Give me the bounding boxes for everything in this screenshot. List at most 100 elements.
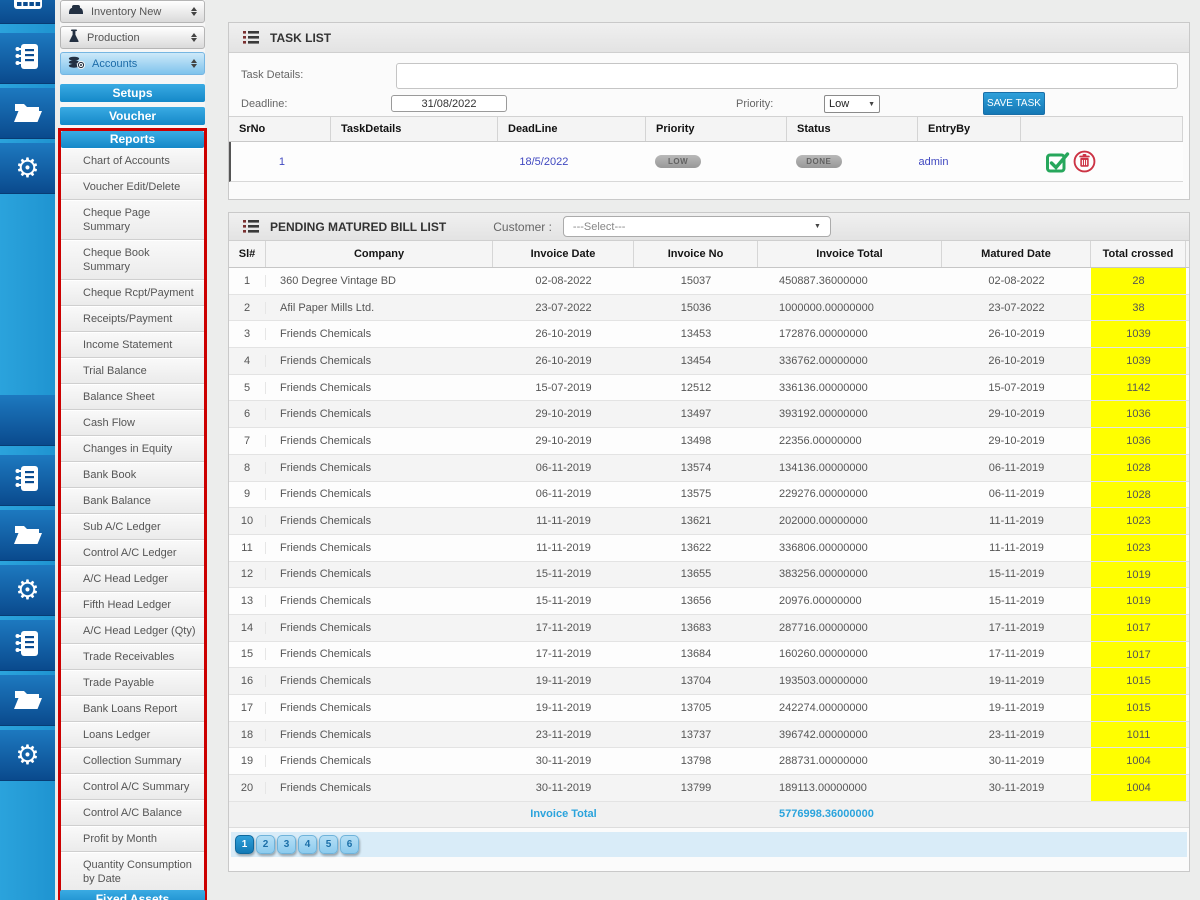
report-item-bank-book[interactable]: Bank Book [61, 462, 204, 488]
rail-tile[interactable]: ⚙ [0, 143, 55, 194]
report-item-cash-flow[interactable]: Cash Flow [61, 410, 204, 436]
report-item-a-c-head-ledger[interactable]: A/C Head Ledger [61, 566, 204, 592]
bill-col-header: Invoice Date [493, 241, 634, 267]
invoice-total-label: Invoice Total [493, 808, 634, 820]
sidebar-section-reports[interactable]: Reports [61, 131, 204, 148]
report-item-sub-a-c-ledger[interactable]: Sub A/C Ledger [61, 514, 204, 540]
bill-cell-sl: 4 [229, 355, 266, 367]
task-details-input[interactable] [396, 63, 1178, 89]
bill-row: 2Afil Paper Mills Ltd.23-07-202215036100… [229, 295, 1189, 322]
report-item-chart-of-accounts[interactable]: Chart of Accounts [61, 148, 204, 174]
bill-cell-sl: 15 [229, 648, 266, 660]
task-delete-icon[interactable] [1073, 150, 1096, 173]
production-icon [68, 29, 80, 46]
bill-cell-invoice-total: 172876.00000000 [758, 328, 942, 340]
bill-cell-matured-date: 26-10-2019 [942, 328, 1091, 340]
module-label: Production [87, 32, 140, 44]
sidebar-module-accounts[interactable]: Accounts [60, 52, 205, 75]
report-item-collection-summary[interactable]: Collection Summary [61, 748, 204, 774]
report-item-control-a-c-balance[interactable]: Control A/C Balance [61, 800, 204, 826]
bill-table-footer: Invoice Total 5776998.36000000 [229, 802, 1189, 828]
bill-cell-invoice-date: 23-07-2022 [493, 302, 634, 314]
report-item-control-a-c-summary[interactable]: Control A/C Summary [61, 774, 204, 800]
bill-cell-matured-date: 15-11-2019 [942, 568, 1091, 580]
task-col-header: SrNo [229, 117, 331, 141]
bill-cell-invoice-date: 17-11-2019 [493, 648, 634, 660]
page-button-1[interactable]: 1 [235, 835, 254, 854]
bill-cell-company: Friends Chemicals [266, 622, 493, 634]
report-item-trade-payable[interactable]: Trade Payable [61, 670, 204, 696]
bill-cell-invoice-total: 189113.00000000 [758, 782, 942, 794]
bill-cell-matured-date: 23-07-2022 [942, 302, 1091, 314]
priority-select[interactable]: Low ▼ [824, 95, 880, 113]
rail-tile[interactable] [0, 675, 55, 726]
page-button-2[interactable]: 2 [256, 835, 275, 854]
page-button-6[interactable]: 6 [340, 835, 359, 854]
entry-by-link[interactable]: admin [919, 156, 949, 168]
report-item-cheque-book-summary[interactable]: Cheque Book Summary [61, 240, 204, 280]
bill-cell-matured-date: 23-11-2019 [942, 729, 1091, 741]
sidebar-section-setups[interactable]: Setups [60, 84, 205, 102]
report-item-voucher-edit-delete[interactable]: Voucher Edit/Delete [61, 174, 204, 200]
report-item-cheque-page-summary[interactable]: Cheque Page Summary [61, 200, 204, 240]
notebook-icon [14, 42, 42, 75]
report-item-a-c-head-ledger-qty-[interactable]: A/C Head Ledger (Qty) [61, 618, 204, 644]
sidebar-section-voucher[interactable]: Voucher [60, 107, 205, 125]
report-item-control-a-c-ledger[interactable]: Control A/C Ledger [61, 540, 204, 566]
bill-cell-crossed-days: 1142 [1091, 375, 1186, 401]
bill-cell-invoice-no: 13704 [634, 675, 758, 687]
rail-tile[interactable] [0, 455, 55, 506]
deadline-input[interactable] [391, 95, 507, 112]
bill-cell-invoice-date: 30-11-2019 [493, 782, 634, 794]
rail-tile[interactable]: ⚙ [0, 730, 55, 781]
page-button-4[interactable]: 4 [298, 835, 317, 854]
report-item-loans-ledger[interactable]: Loans Ledger [61, 722, 204, 748]
task-panel-title: TASK LIST [270, 31, 331, 45]
report-item-bank-loans-report[interactable]: Bank Loans Report [61, 696, 204, 722]
module-label: Accounts [92, 58, 137, 70]
bill-cell-sl: 1 [229, 275, 266, 287]
rail-tile[interactable] [0, 33, 55, 84]
folder-icon [13, 687, 43, 714]
sidebar-module-production[interactable]: Production [60, 26, 205, 49]
bill-row: 7Friends Chemicals29-10-20191349822356.0… [229, 428, 1189, 455]
report-item-cheque-rcpt-payment[interactable]: Cheque Rcpt/Payment [61, 280, 204, 306]
report-item-bank-balance[interactable]: Bank Balance [61, 488, 204, 514]
bill-cell-invoice-total: 450887.36000000 [758, 275, 942, 287]
sidebar-module-inventory-new[interactable]: Inventory New [60, 0, 205, 23]
sidebar-section-fixed-assets[interactable]: Fixed Assets [60, 890, 205, 900]
report-item-trial-balance[interactable]: Trial Balance [61, 358, 204, 384]
report-item-balance-sheet[interactable]: Balance Sheet [61, 384, 204, 410]
reports-highlight-box: Reports Chart of AccountsVoucher Edit/De… [58, 128, 207, 900]
report-item-changes-in-equity[interactable]: Changes in Equity [61, 436, 204, 462]
report-item-profit-by-month[interactable]: Profit by Month [61, 826, 204, 852]
save-task-button[interactable]: SAVE TASK [983, 92, 1045, 115]
collapse-arrows-icon [191, 33, 197, 42]
task-done-icon[interactable] [1046, 150, 1070, 173]
report-item-fifth-head-ledger[interactable]: Fifth Head Ledger [61, 592, 204, 618]
rail-tile[interactable] [0, 620, 55, 671]
rail-tile[interactable] [0, 395, 55, 446]
bill-cell-company: Friends Chemicals [266, 595, 493, 607]
rail-tile[interactable]: ⚙ [0, 565, 55, 616]
task-details-label: Task Details: [241, 69, 303, 81]
collapse-arrows-icon [191, 59, 197, 68]
bill-cell-invoice-total: 287716.00000000 [758, 622, 942, 634]
report-item-receipts-payment[interactable]: Receipts/Payment [61, 306, 204, 332]
page-button-3[interactable]: 3 [277, 835, 296, 854]
rail-tile[interactable] [0, 0, 55, 24]
report-item-quantity-consumption-by-date[interactable]: Quantity Consumption by Date [61, 852, 204, 892]
bill-cell-invoice-total: 134136.00000000 [758, 462, 942, 474]
icon-rail: ⚙ ⚙ ⚙ [0, 0, 55, 900]
bill-cell-matured-date: 02-08-2022 [942, 275, 1091, 287]
bill-cell-invoice-date: 17-11-2019 [493, 622, 634, 634]
page-button-5[interactable]: 5 [319, 835, 338, 854]
rail-tile[interactable] [0, 510, 55, 561]
report-item-trade-receivables[interactable]: Trade Receivables [61, 644, 204, 670]
report-item-income-statement[interactable]: Income Statement [61, 332, 204, 358]
rail-tile[interactable] [0, 88, 55, 139]
bill-cell-invoice-date: 30-11-2019 [493, 755, 634, 767]
bill-cell-sl: 13 [229, 595, 266, 607]
notebook-icon [14, 629, 42, 662]
customer-select[interactable]: ---Select--- ▼ [563, 216, 831, 237]
